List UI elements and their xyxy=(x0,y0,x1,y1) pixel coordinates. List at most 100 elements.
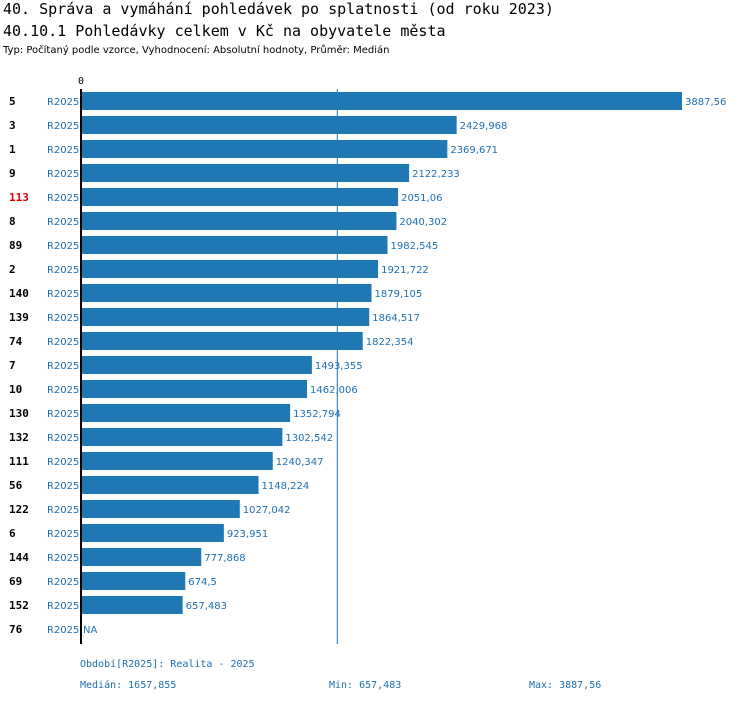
category-label: 10 xyxy=(9,383,22,396)
value-label: 2122,233 xyxy=(412,169,460,180)
value-label: 1027,042 xyxy=(243,505,291,516)
category-label: 132 xyxy=(9,431,29,444)
category-label: 76 xyxy=(9,623,23,636)
category-label: 69 xyxy=(9,575,22,588)
bar xyxy=(81,308,370,326)
bar xyxy=(81,452,273,470)
chart-type-line: Typ: Počítaný podle vzorce, Vyhodnocení:… xyxy=(3,45,390,56)
series-label: R2025 xyxy=(47,529,79,540)
chart-title: 40. Správa a vymáhání pohledávek po spla… xyxy=(3,0,554,18)
value-label: 1982,545 xyxy=(390,241,438,252)
value-label: 1864,517 xyxy=(372,313,420,324)
category-label: 9 xyxy=(9,167,16,180)
bar xyxy=(81,476,259,494)
series-label: R2025 xyxy=(47,121,79,132)
series-label: R2025 xyxy=(47,97,79,108)
bar xyxy=(81,332,363,350)
series-label: R2025 xyxy=(47,457,79,468)
category-label: 113 xyxy=(9,191,29,204)
series-label: R2025 xyxy=(47,433,79,444)
value-label: 1302,542 xyxy=(285,433,333,444)
bar xyxy=(81,548,202,566)
bar xyxy=(81,140,448,158)
series-label: R2025 xyxy=(47,409,79,420)
value-label: 1148,224 xyxy=(262,481,310,492)
series-label: R2025 xyxy=(47,217,79,228)
category-label: 122 xyxy=(9,503,29,516)
bar xyxy=(81,284,372,302)
series-label: R2025 xyxy=(47,601,79,612)
category-label: 1 xyxy=(9,143,16,156)
category-label: 5 xyxy=(9,95,16,108)
series-label: R2025 xyxy=(47,385,79,396)
value-label: 1921,722 xyxy=(381,265,429,276)
series-label: R2025 xyxy=(47,289,79,300)
axis-zero-label: 0 xyxy=(78,76,84,87)
category-label: 140 xyxy=(9,287,29,300)
series-label: R2025 xyxy=(47,241,79,252)
category-label: 74 xyxy=(9,335,23,348)
value-label: 923,951 xyxy=(227,529,268,540)
category-label: 8 xyxy=(9,215,16,228)
category-label: 6 xyxy=(9,527,16,540)
series-label: R2025 xyxy=(47,481,79,492)
series-label: R2025 xyxy=(47,145,79,156)
bar xyxy=(81,500,240,518)
category-label: 130 xyxy=(9,407,29,420)
value-label: 657,483 xyxy=(186,601,227,612)
footer-min: Min: 657,483 xyxy=(329,680,402,691)
value-label: NA xyxy=(83,625,97,636)
series-label: R2025 xyxy=(47,553,79,564)
category-label: 111 xyxy=(9,455,29,468)
value-label: 3887,56 xyxy=(685,97,726,108)
value-label: 2369,671 xyxy=(450,145,498,156)
bar xyxy=(81,212,397,230)
category-label: 56 xyxy=(9,479,23,492)
category-label: 7 xyxy=(9,359,16,372)
bar xyxy=(81,572,186,590)
category-label: 89 xyxy=(9,239,22,252)
value-label: 1352,794 xyxy=(293,409,341,420)
chart-subtitle: 40.10.1 Pohledávky celkem v Kč na obyvat… xyxy=(3,22,446,40)
series-label: R2025 xyxy=(47,505,79,516)
series-label: R2025 xyxy=(47,337,79,348)
series-label: R2025 xyxy=(47,577,79,588)
category-label: 139 xyxy=(9,311,29,324)
series-label: R2025 xyxy=(47,265,79,276)
series-label: R2025 xyxy=(47,169,79,180)
bar xyxy=(81,380,308,398)
series-label: R2025 xyxy=(47,313,79,324)
value-label: 674,5 xyxy=(188,577,217,588)
bar xyxy=(81,188,399,206)
value-label: 1822,354 xyxy=(366,337,414,348)
category-label: 2 xyxy=(9,263,16,276)
bar xyxy=(81,428,283,446)
footer-period: Období[R2025]: Realita - 2025 xyxy=(80,659,255,670)
footer-median: Medián: 1657,855 xyxy=(80,680,177,691)
bar xyxy=(81,116,457,134)
value-label: 1879,105 xyxy=(375,289,423,300)
value-label: 1493,355 xyxy=(315,361,363,372)
series-label: R2025 xyxy=(47,625,79,636)
bar xyxy=(81,236,388,254)
value-label: 2429,968 xyxy=(460,121,508,132)
bar xyxy=(81,92,682,110)
footer-max: Max: 3887,56 xyxy=(529,680,602,691)
value-label: 2040,302 xyxy=(399,217,447,228)
value-label: 2051,06 xyxy=(401,193,442,204)
value-label: 1462,006 xyxy=(310,385,358,396)
category-label: 3 xyxy=(9,119,16,132)
bar xyxy=(81,356,312,374)
series-label: R2025 xyxy=(47,193,79,204)
value-label: 1240,347 xyxy=(276,457,324,468)
value-label: 777,868 xyxy=(204,553,245,564)
bar xyxy=(81,524,224,542)
bar xyxy=(81,404,291,422)
category-label: 144 xyxy=(9,551,29,564)
bar xyxy=(81,596,183,614)
bar xyxy=(81,164,410,182)
category-label: 152 xyxy=(9,599,29,612)
series-label: R2025 xyxy=(47,361,79,372)
bar xyxy=(81,260,379,278)
